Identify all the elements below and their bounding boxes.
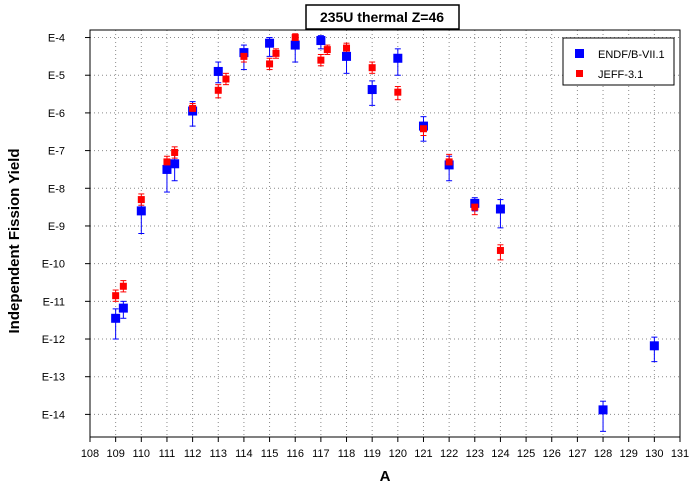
data-point-endf: [598, 405, 608, 415]
y-tick-label: E-7: [48, 146, 65, 158]
data-point-endf: [495, 204, 505, 214]
data-point-jeff: [189, 104, 197, 112]
x-tick-label: 129: [620, 448, 638, 460]
data-point-endf: [316, 36, 326, 46]
chart-title: 235U thermal Z=46: [320, 9, 444, 25]
data-point-jeff: [137, 196, 145, 204]
x-tick-label: 123: [466, 448, 484, 460]
x-tick-label: 117: [312, 448, 330, 460]
data-point-jeff: [214, 86, 222, 94]
x-tick-label: 110: [133, 448, 151, 460]
x-tick-label: 111: [159, 448, 176, 460]
x-tick-label: 124: [491, 448, 509, 460]
data-point-endf: [367, 85, 377, 95]
data-markers: [111, 34, 659, 415]
data-point-jeff: [119, 282, 127, 290]
data-point-endf: [213, 66, 223, 76]
x-tick-label: 118: [338, 448, 356, 460]
x-tick-label: 116: [286, 448, 304, 460]
data-point-jeff: [291, 34, 299, 42]
x-axis-title: A: [380, 468, 391, 485]
x-tick-label: 126: [543, 448, 561, 460]
y-tick-label: E-11: [43, 296, 65, 308]
x-tick-label: 125: [517, 448, 535, 460]
data-point-jeff: [317, 56, 325, 64]
x-tick-label: 122: [440, 448, 458, 460]
data-point-endf: [239, 48, 249, 58]
chart-title-box: 235U thermal Z=46: [305, 4, 460, 30]
x-tick-label: 127: [568, 448, 586, 460]
x-tick-label: 130: [645, 448, 663, 460]
data-point-jeff: [419, 125, 427, 133]
data-point-jeff: [266, 60, 274, 68]
data-point-endf: [342, 51, 352, 61]
x-tick-label: 131: [671, 448, 689, 460]
data-point-endf: [393, 53, 403, 63]
data-point-jeff: [222, 75, 230, 83]
plot-area-frame: [89, 29, 681, 438]
x-tick-label: 108: [81, 448, 99, 460]
data-point-endf: [162, 164, 172, 174]
legend-label-jeff: JEFF-3.1: [598, 69, 643, 81]
x-tick-label: 120: [389, 448, 407, 460]
data-point-jeff: [112, 292, 120, 300]
data-point-jeff: [163, 158, 171, 166]
data-point-endf: [290, 40, 300, 50]
data-point-jeff: [394, 88, 402, 96]
y-tick-label: E-5: [48, 70, 65, 82]
legend-label-endf: ENDF/B-VII.1: [598, 49, 665, 61]
x-tick-label: 128: [594, 448, 612, 460]
data-point-endf: [111, 313, 121, 323]
x-tick-label: 112: [184, 448, 202, 460]
data-point-endf: [170, 159, 180, 169]
data-point-jeff: [445, 158, 453, 166]
legend-swatch-jeff: [576, 70, 583, 77]
data-point-endf: [118, 303, 128, 313]
data-point-endf: [136, 206, 146, 216]
x-tick-label: 114: [235, 448, 253, 460]
data-point-jeff: [496, 246, 504, 254]
data-point-jeff: [368, 64, 376, 72]
y-tick-label: E-6: [48, 108, 65, 120]
x-tick-label: 119: [363, 448, 381, 460]
chart-title-frame: [305, 4, 460, 30]
legend-frame: [562, 37, 675, 86]
x-tick-label: 115: [261, 448, 279, 460]
x-tick-label: 113: [209, 448, 227, 460]
data-point-jeff: [272, 49, 280, 57]
data-point-endf: [649, 341, 659, 351]
y-tick-label: E-9: [48, 221, 65, 233]
y-tick-label: E-12: [42, 334, 65, 346]
y-axis-title: Independent Fission Yield: [6, 148, 23, 333]
y-tick-label: E-14: [42, 409, 65, 421]
y-tick-label: E-4: [48, 33, 65, 45]
data-point-jeff: [343, 44, 351, 52]
y-tick-label: E-13: [42, 372, 65, 384]
axis-ticks: 108 109 110 111 112 113 114 115 116 117 118 119 120 1…: [42, 33, 689, 460]
data-point-endf: [470, 198, 480, 208]
y-tick-label: E-10: [42, 259, 65, 271]
data-point-jeff: [323, 46, 331, 54]
legend-swatch-endf: [575, 49, 584, 58]
data-point-jeff: [471, 203, 479, 211]
x-tick-label: 121: [414, 448, 432, 460]
x-tick-label: 109: [106, 448, 124, 460]
y-tick-label: E-8: [48, 183, 65, 195]
data-point-jeff: [171, 148, 179, 156]
data-point-endf: [265, 38, 275, 48]
legend: ENDF/B-VII.1 JEFF-3.1: [562, 37, 675, 86]
data-point-jeff: [240, 52, 248, 60]
